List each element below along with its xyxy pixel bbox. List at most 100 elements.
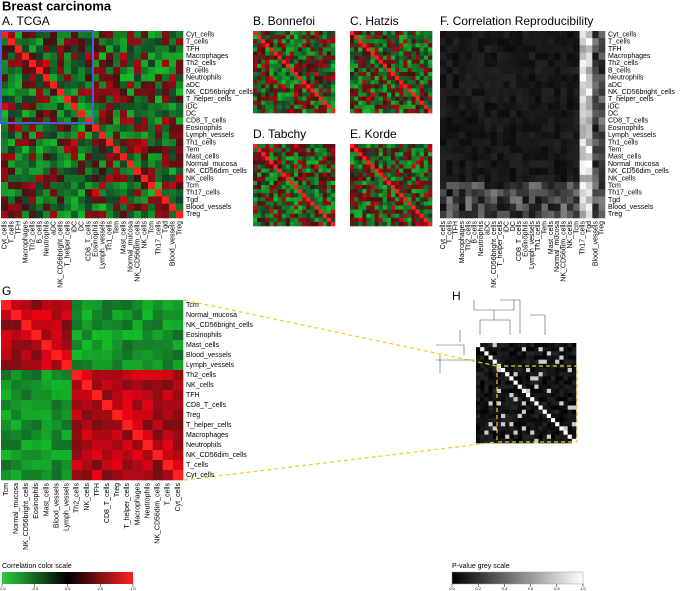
heatmap-cell [64, 66, 72, 75]
heatmap-cell [407, 72, 412, 77]
heatmap-cell [141, 66, 149, 75]
heatmap-cell [374, 104, 379, 110]
heatmap-cell [362, 51, 367, 56]
heatmap-cell [142, 360, 153, 371]
heatmap-cell [1, 370, 12, 381]
col-label: Th17_cells [580, 221, 587, 255]
heatmap-cell [310, 108, 315, 114]
heatmap-cell [57, 117, 65, 125]
col-label: T_cells [446, 221, 453, 244]
heatmap-cell [403, 84, 408, 89]
heatmap-cell [112, 320, 123, 331]
heatmap-cell [22, 95, 30, 104]
heatmap-cell [530, 388, 535, 394]
heatmap-cell [541, 59, 549, 68]
heatmap-cell [358, 168, 363, 173]
heatmap-cell [127, 196, 135, 204]
heatmap-cell [419, 180, 425, 186]
heatmap-cell [370, 148, 375, 153]
heatmap-cell [169, 124, 177, 132]
heatmap-cell [162, 300, 174, 311]
heatmap-cell [497, 31, 504, 39]
heatmap-cell [505, 351, 510, 356]
heatmap-cell [127, 153, 135, 161]
heatmap-cell [15, 102, 23, 111]
heatmap-cell [505, 418, 510, 423]
heatmap-cell [411, 59, 416, 65]
heatmap-cell [427, 31, 433, 36]
heatmap-cell [563, 438, 568, 444]
heatmap-cell [310, 213, 315, 219]
heatmap-cell [598, 189, 606, 197]
heatmap-cell [465, 131, 473, 140]
heatmap-cell [471, 146, 479, 154]
heatmap-cell [298, 189, 303, 194]
heatmap-cell [415, 63, 420, 69]
heatmap-cell [538, 438, 543, 444]
heatmap-cell [285, 63, 291, 69]
heatmap-cell [314, 76, 319, 81]
heatmap-cell [273, 197, 278, 202]
heatmap-cell [326, 205, 332, 210]
heatmap-cell [480, 343, 485, 348]
heatmap-cell [509, 210, 517, 219]
heatmap-cell [542, 368, 548, 373]
heatmap-cell [162, 182, 170, 190]
heatmap-cell [366, 96, 371, 101]
heatmap-cell [112, 450, 123, 461]
heatmap-cell [302, 180, 307, 186]
heatmap-cell [330, 156, 336, 161]
heatmap-cell [573, 31, 580, 39]
heatmap-cell [403, 197, 408, 202]
heatmap-cell [370, 108, 375, 114]
heatmap-cell [294, 172, 299, 178]
heatmap-cell [289, 67, 295, 73]
heatmap-cell [289, 176, 295, 182]
heatmap-cell [99, 38, 107, 46]
heatmap-cell [51, 420, 62, 431]
heatmap-cell [526, 409, 531, 415]
heatmap-cell [560, 131, 568, 140]
heatmap-cell [517, 418, 523, 423]
heatmap-cell [122, 320, 133, 331]
heatmap-cell [112, 410, 123, 421]
heatmap-cell [61, 390, 73, 401]
heatmap-cell [386, 164, 392, 169]
heatmap-cell [302, 164, 307, 169]
heatmap-cell [350, 164, 355, 169]
heatmap-cell [541, 160, 549, 168]
heatmap-cell [488, 355, 493, 360]
row-label: Tcm [608, 182, 621, 189]
heatmap-cell [314, 205, 319, 210]
heatmap-cell [350, 156, 355, 161]
heatmap-cell [310, 80, 315, 85]
heatmap-cell [366, 148, 371, 153]
heatmap-cell [269, 108, 274, 114]
heatmap-cell [350, 92, 355, 97]
heatmap-cell [281, 88, 287, 93]
heatmap-cell [127, 174, 135, 183]
heatmap-cell [298, 51, 303, 56]
heatmap-cell [152, 450, 164, 461]
heatmap-cell [386, 217, 392, 223]
heatmap-cell [579, 138, 587, 147]
heatmap-cell [465, 66, 473, 75]
heatmap-cell [41, 320, 52, 331]
heatmap-cell [395, 176, 400, 182]
heatmap-cell [547, 102, 555, 111]
heatmap-cell [318, 197, 323, 202]
heatmap-cell [471, 160, 479, 168]
heatmap-cell [298, 92, 303, 97]
heatmap-cell [521, 430, 527, 435]
heatmap-cell [142, 430, 153, 441]
heatmap-cell [542, 418, 548, 423]
heatmap-cell [478, 182, 485, 190]
heatmap-cell [11, 430, 22, 441]
heatmap-cell [29, 210, 37, 219]
heatmap-cell [36, 196, 44, 204]
heatmap-cell [505, 422, 510, 427]
heatmap-cell [378, 108, 384, 114]
heatmap-cell [78, 124, 86, 132]
heatmap-cell [490, 66, 498, 75]
heatmap-cell [419, 59, 425, 65]
